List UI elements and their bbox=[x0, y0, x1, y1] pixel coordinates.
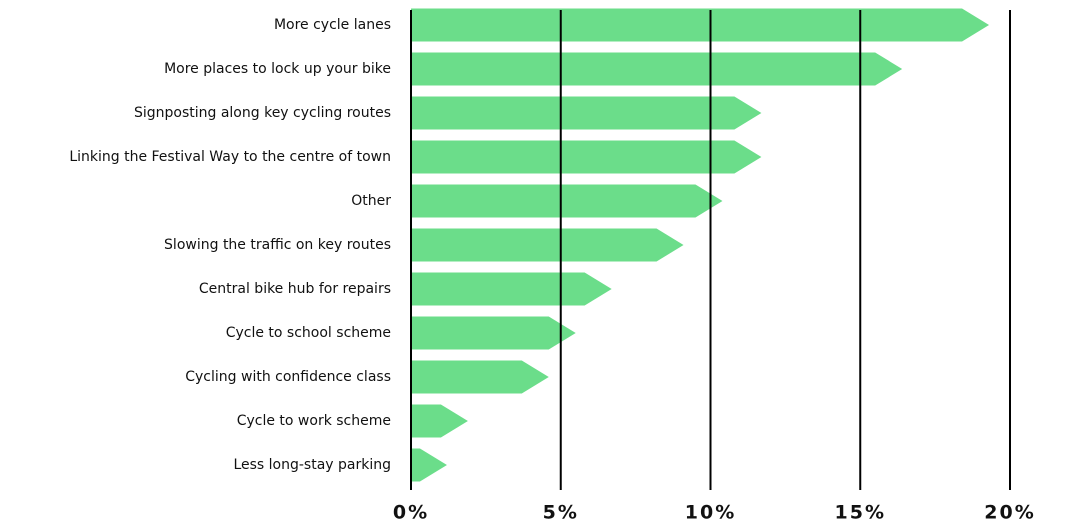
x-tick-label: 15% bbox=[835, 502, 886, 524]
bar bbox=[411, 360, 549, 394]
x-tick-label: 0% bbox=[393, 502, 429, 524]
bar bbox=[411, 272, 612, 306]
bar bbox=[411, 448, 447, 482]
y-tick-label: Slowing the traffic on key routes bbox=[164, 237, 391, 253]
y-tick-label: Cycle to work scheme bbox=[237, 413, 391, 429]
bar bbox=[411, 52, 903, 86]
bar bbox=[411, 140, 762, 174]
y-tick-label: Less long-stay parking bbox=[233, 457, 391, 473]
y-tick-label: Cycle to school scheme bbox=[226, 325, 391, 341]
y-tick-label: Cycling with confidence class bbox=[185, 369, 391, 385]
y-tick-label: More cycle lanes bbox=[274, 17, 391, 33]
x-tick-label: 5% bbox=[543, 502, 579, 524]
bar bbox=[411, 316, 576, 350]
bar bbox=[411, 184, 723, 218]
y-tick-label: More places to lock up your bike bbox=[164, 61, 391, 77]
bar bbox=[411, 96, 762, 130]
y-tick-label: Central bike hub for repairs bbox=[199, 281, 391, 297]
x-tick-label: 20% bbox=[984, 502, 1035, 524]
y-tick-label: Linking the Festival Way to the centre o… bbox=[69, 149, 391, 165]
bar bbox=[411, 404, 468, 438]
bar bbox=[411, 8, 990, 42]
y-tick-label: Other bbox=[351, 193, 391, 209]
x-tick-label: 10% bbox=[685, 502, 736, 524]
bar bbox=[411, 228, 684, 262]
y-tick-label: Signposting along key cycling routes bbox=[134, 105, 391, 121]
